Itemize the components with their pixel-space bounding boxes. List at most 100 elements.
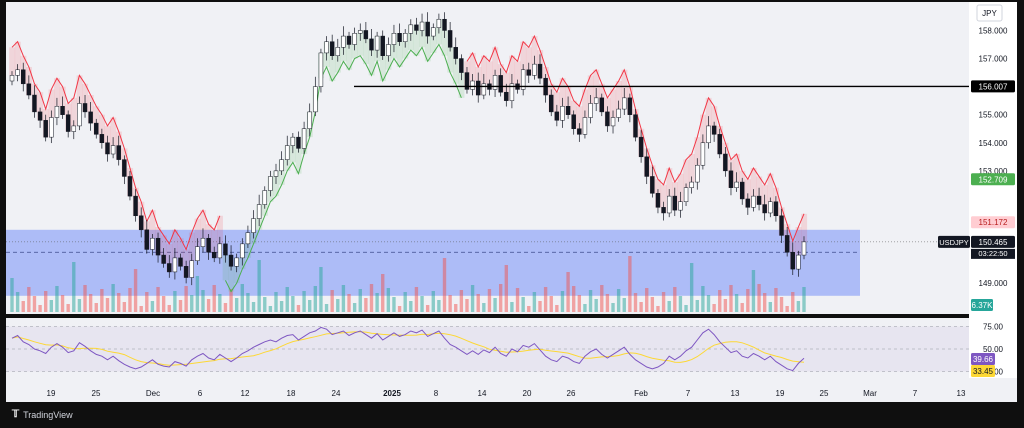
volume-bar <box>44 291 48 312</box>
volume-bar <box>257 260 261 312</box>
candle-body <box>279 159 284 172</box>
candle-body <box>751 195 756 208</box>
volume-bar <box>330 290 334 312</box>
candle-body <box>335 47 341 56</box>
volume-bar <box>88 294 93 312</box>
candle-body <box>161 254 166 264</box>
volume-bar <box>448 295 452 312</box>
volume-bar <box>201 290 205 312</box>
candle-body <box>425 21 430 37</box>
supertrend-fill <box>37 92 44 121</box>
candle-body <box>779 215 784 236</box>
volume-tag-bg <box>971 299 993 311</box>
candle-body <box>77 103 82 127</box>
candle-body <box>577 128 582 135</box>
candle-body <box>26 83 32 96</box>
volume-bar <box>285 287 289 312</box>
supertrend-fill <box>582 89 589 118</box>
time-tick-label: 8 <box>434 389 439 398</box>
supertrend-fill <box>458 72 465 98</box>
volume-bar <box>633 293 638 312</box>
candlestick-chart[interactable]: 158.000 157.000 155.000 154.000 153.000 149.0… <box>4 0 1017 428</box>
volume-bar <box>128 288 132 312</box>
price-tick-label: 149.000 <box>979 279 1008 288</box>
time-tick-label: 14 <box>478 389 487 398</box>
candle-body <box>683 187 689 202</box>
volume-bar <box>442 258 447 312</box>
volume-bar <box>347 294 351 312</box>
time-tick-label: 13 <box>957 389 966 398</box>
supertrend-fill <box>700 114 707 143</box>
volume-bar <box>139 306 143 312</box>
supertrend-fill <box>357 30 364 56</box>
volume-bar <box>212 285 216 312</box>
candle-body <box>82 103 88 113</box>
candle-body <box>442 18 447 31</box>
volume-bar <box>223 303 228 312</box>
candle-body <box>408 24 414 34</box>
supertrend-fill <box>172 229 179 258</box>
volume-bar <box>302 291 306 312</box>
candle-body <box>99 134 105 144</box>
volume-bar <box>291 296 295 312</box>
volume-tag: 6.37K <box>972 301 994 310</box>
volume-bar <box>538 301 542 312</box>
supertrend-fill <box>666 168 673 197</box>
rsi-indicator <box>6 326 969 372</box>
supertrend-fill <box>514 61 521 90</box>
volume-bar <box>779 297 784 312</box>
candle-body <box>678 201 683 211</box>
candle-body <box>475 80 481 96</box>
volume-bar <box>718 290 722 312</box>
currency-label-box[interactable] <box>976 4 1003 22</box>
price-axis <box>969 2 1017 378</box>
volume-bar <box>774 288 778 312</box>
tradingview-brand[interactable]: 𝕋 TradingView <box>12 409 73 420</box>
candle-body <box>706 125 711 144</box>
candle-body <box>700 142 706 166</box>
currency-label: JPY <box>982 9 997 18</box>
candle-body <box>369 38 374 51</box>
volume-bar <box>796 301 801 312</box>
supertrend-fill <box>424 36 431 62</box>
volume-bar <box>616 289 621 312</box>
candle-body <box>346 35 352 45</box>
volume-bar <box>246 293 250 312</box>
brand-text: TradingView <box>23 409 73 420</box>
candle-body <box>172 257 178 273</box>
volume-bar <box>566 272 570 312</box>
volume-bar <box>375 293 379 312</box>
candle-body <box>285 145 290 160</box>
supertrend-fill <box>363 38 369 65</box>
candle-body <box>234 257 239 267</box>
volume-bar <box>55 286 59 312</box>
volume-bar <box>611 303 615 312</box>
candle-body <box>745 198 751 208</box>
supertrend-fill <box>688 154 695 183</box>
volume-bar <box>431 291 435 312</box>
price-tick-label: 157.000 <box>979 55 1008 64</box>
candle-body <box>273 170 279 177</box>
price-pane[interactable] <box>6 2 969 314</box>
volume-bar <box>650 297 655 312</box>
volume-bar <box>319 267 323 312</box>
volume-bar <box>768 302 772 312</box>
supertrend-fill <box>194 218 201 247</box>
volume-bar <box>622 298 626 312</box>
supertrend-fill <box>559 78 566 107</box>
volume-bar <box>425 305 430 312</box>
supertrend-up-tag: 152.709 <box>979 175 1008 184</box>
candle-body <box>605 111 610 127</box>
supertrend-fill <box>481 55 487 84</box>
volume-bar <box>454 304 458 312</box>
symbol-badge-bg <box>938 235 970 248</box>
supertrend-fill <box>621 69 628 98</box>
volume-bar <box>628 256 632 312</box>
candle-body <box>251 218 256 233</box>
volume-bar <box>308 300 312 312</box>
candle-body <box>717 134 722 155</box>
price-tick-label: 158.000 <box>979 26 1008 35</box>
candle-body <box>206 237 211 253</box>
volume-bar <box>465 299 469 312</box>
candle-body <box>554 111 560 121</box>
